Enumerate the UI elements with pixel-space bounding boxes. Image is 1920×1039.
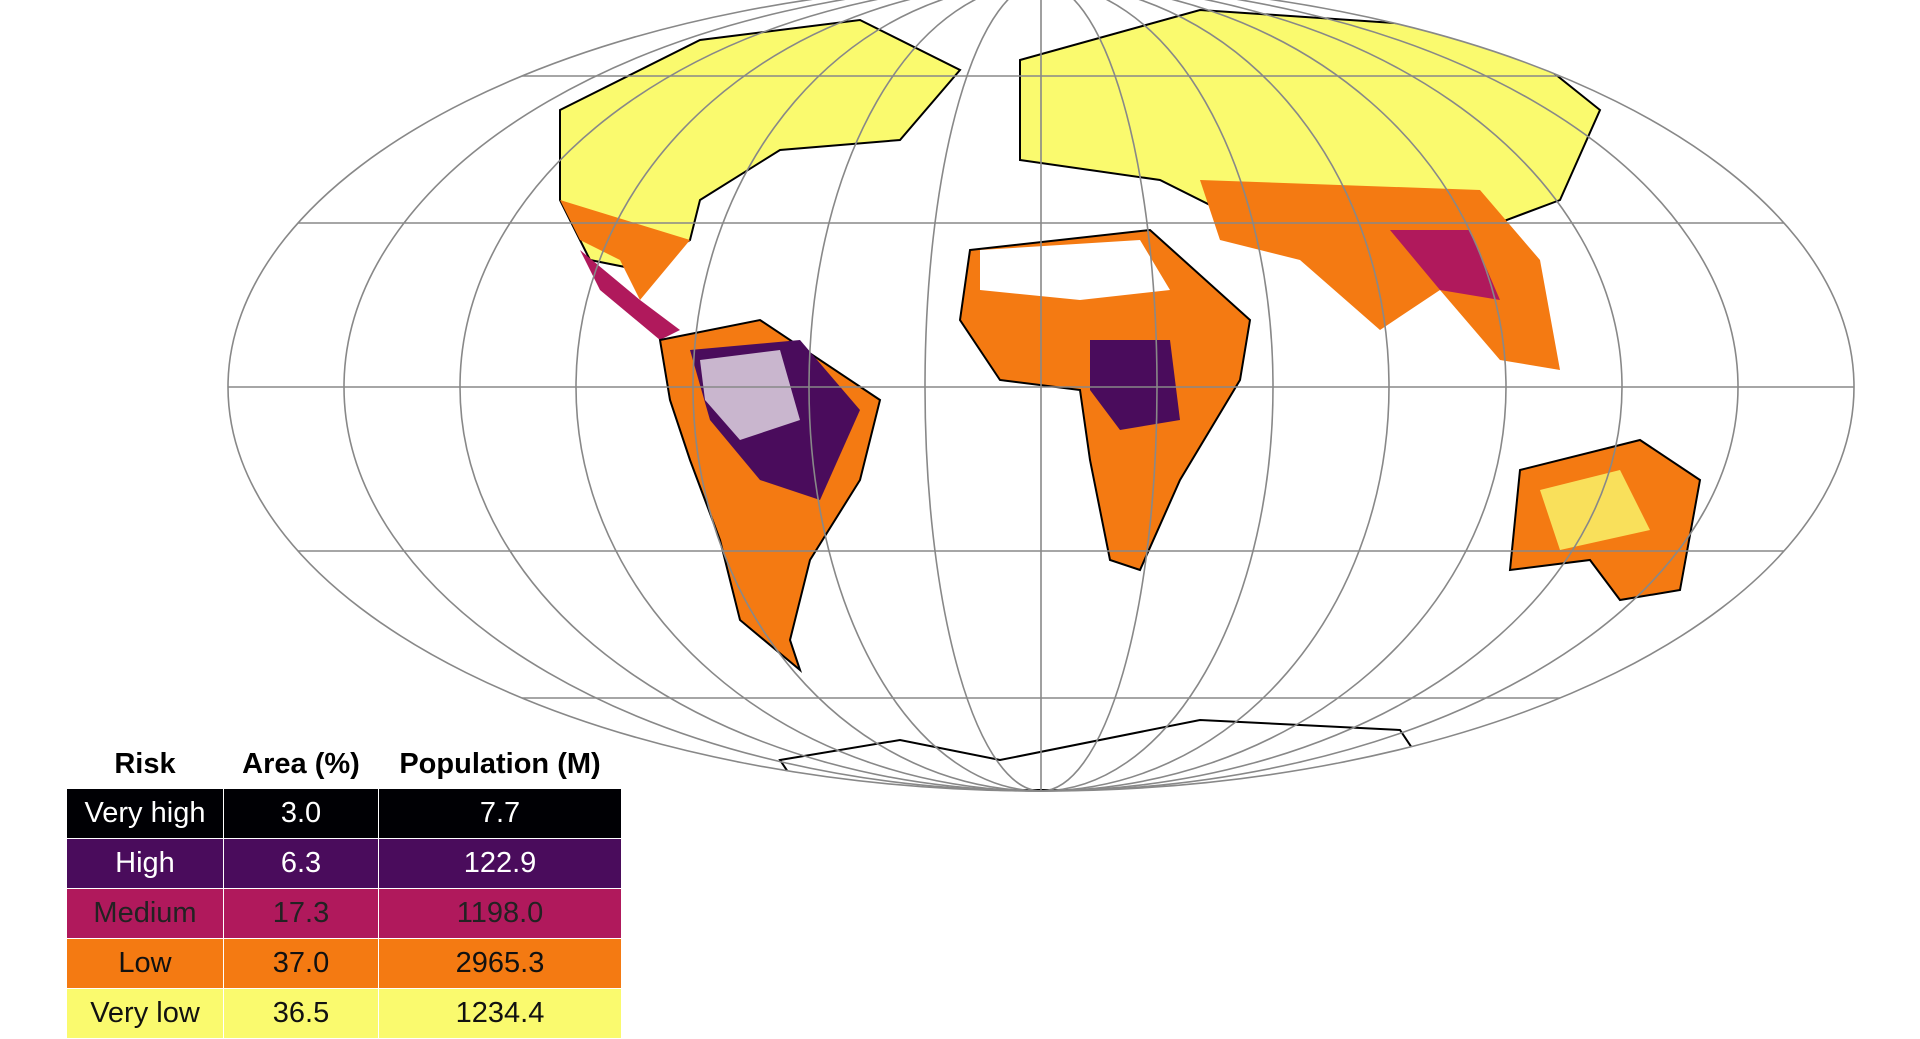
cell: Low bbox=[66, 938, 224, 989]
risk-row: High 6.3 122.9 bbox=[66, 838, 622, 889]
cell: 17.3 bbox=[223, 888, 379, 939]
column-header: Risk bbox=[114, 747, 176, 780]
cell: 122.9 bbox=[378, 838, 622, 889]
legend-table: Risk Area (%) Population (M) Very high 3.0 7… bbox=[66, 740, 622, 1039]
header-row: Risk Area (%) Population (M) bbox=[67, 740, 622, 789]
cell: Very high bbox=[66, 788, 224, 839]
cell: 2965.3 bbox=[378, 938, 622, 989]
cell: 1234.4 bbox=[378, 988, 622, 1039]
cell: 7.7 bbox=[378, 788, 622, 839]
risk-row: Very low 36.5 1234.4 bbox=[66, 988, 622, 1039]
cell: 1198.0 bbox=[378, 888, 622, 939]
cell: High bbox=[66, 838, 224, 889]
cell: Medium bbox=[66, 888, 224, 939]
graticule bbox=[227, 0, 1855, 792]
cell: 6.3 bbox=[223, 838, 379, 889]
risk-row: Very high 3.0 7.7 bbox=[66, 788, 622, 839]
cell: 37.0 bbox=[223, 938, 379, 989]
cell: 3.0 bbox=[223, 788, 379, 839]
column-header: Area (%) bbox=[242, 747, 360, 780]
risk-row: Medium 17.3 1198.0 bbox=[66, 888, 622, 939]
column-header: Population (M) bbox=[399, 747, 601, 780]
risk-row: Low 37.0 2965.3 bbox=[66, 938, 622, 989]
cell: Very low bbox=[66, 988, 224, 1039]
table-body: Very high 3.0 7.7 High 6.3 122.9 Medium 17.3 119… bbox=[66, 788, 622, 1039]
cell: 36.5 bbox=[223, 988, 379, 1039]
